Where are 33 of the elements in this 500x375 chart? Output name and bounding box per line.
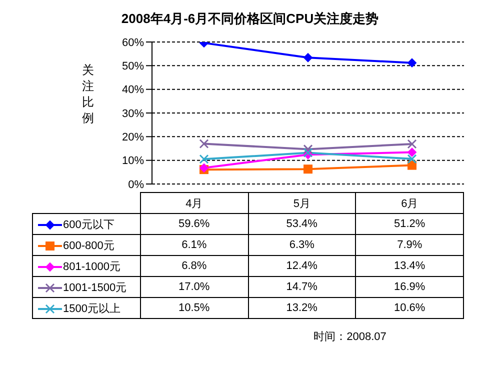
data-label: 13.4%	[356, 256, 464, 276]
y-axis-title: 关注比例	[82, 62, 95, 126]
data-label: 6.3%	[248, 234, 356, 256]
y-tick-label: 60%	[122, 36, 144, 49]
data-label: 10.5%	[140, 298, 248, 318]
data-label: 51.2%	[356, 214, 464, 234]
y-tick-label: 30%	[122, 108, 144, 120]
y-tick-label: 10%	[122, 155, 144, 168]
legend-label: 801-1000元	[32, 256, 140, 276]
chart-title: 2008年4月-6月不同价格区间CPU关注度走势	[120, 10, 380, 28]
data-label: 6.8%	[140, 256, 248, 276]
x-tick-label: 6月	[356, 192, 464, 214]
data-label: 14.7%	[248, 276, 356, 298]
data-label: 16.9%	[356, 276, 464, 298]
data-label: 7.9%	[356, 234, 464, 256]
legend-label: 1001-1500元	[32, 276, 140, 298]
data-label: 12.4%	[248, 256, 356, 276]
data-label: 6.1%	[140, 234, 248, 256]
legend-label: 600元以下	[32, 214, 140, 234]
y-tick-label: 20%	[122, 132, 144, 144]
data-label: 59.6%	[140, 214, 248, 234]
y-tick-label: 50%	[122, 60, 144, 73]
x-tick-label: 4月	[140, 192, 248, 214]
data-label: 13.2%	[248, 298, 356, 318]
x-tick-label: 5月	[248, 192, 356, 214]
data-label: 17.0%	[140, 276, 248, 298]
text: 时间：2008.07	[312, 330, 388, 344]
data-label: 53.4%	[248, 214, 356, 234]
y-tick-label: 40%	[122, 84, 144, 96]
y-tick-label: 0%	[128, 178, 144, 191]
legend-label: 600-800元	[32, 234, 140, 256]
legend-label: 1500元以上	[32, 298, 140, 318]
data-label: 10.6%	[356, 298, 464, 318]
